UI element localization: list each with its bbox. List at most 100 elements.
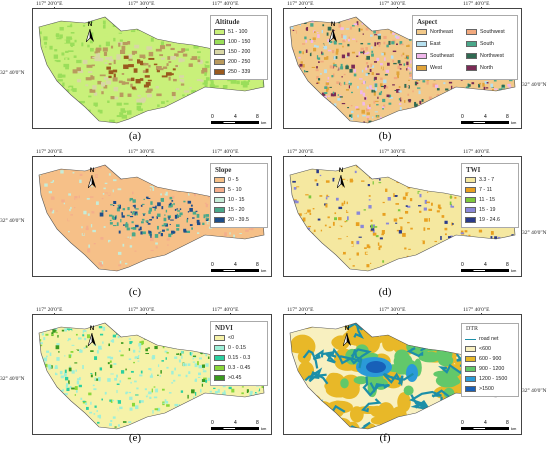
legend-label: 1200 - 1500 — [479, 376, 508, 382]
legend-item: 3.3 - 7 — [465, 177, 494, 183]
legend-swatch — [214, 207, 225, 213]
legend-swatch — [465, 177, 476, 183]
legend-item: South — [466, 41, 494, 47]
legend-label: North — [480, 65, 493, 71]
legend-item: 7 - 11 — [465, 187, 492, 193]
legend-item: Northwest — [466, 53, 504, 59]
north-arrow-icon: N — [85, 168, 99, 189]
longitude-label: 117° 40'0"E — [463, 149, 490, 155]
scale-tick-label: 0 — [461, 420, 464, 426]
map-legend: Slope 0 - 5 5 - 10 10 - 15 15 - 20 20 - 39.5 — [210, 163, 268, 228]
legend-item: Northeast — [416, 29, 453, 35]
scale-bar-graphic — [461, 269, 509, 272]
legend-swatch — [466, 65, 477, 71]
legend-label: South — [480, 41, 494, 47]
legend-item: 600 - 900 — [465, 356, 501, 362]
legend-label: 900 - 1200 — [479, 366, 505, 372]
legend-label: 250 - 339 — [228, 69, 251, 75]
longitude-label: 117° 30'0"E — [128, 1, 155, 7]
map-frame: N DTR road net <600 600 - 900 900 - 1200 1200 … — [283, 314, 522, 435]
legend-label: Southeast — [430, 53, 454, 59]
longitude-label: 117° 40'0"E — [212, 307, 239, 313]
legend-swatch — [214, 29, 225, 35]
legend-title: NDVI — [215, 324, 233, 332]
longitude-label: 117° 20'0"E — [36, 149, 63, 155]
legend-item: 0 - 0.15 — [214, 345, 246, 351]
longitude-label: 117° 20'0"E — [36, 307, 63, 313]
legend-label: 0 - 5 — [228, 177, 239, 183]
scale-bar-graphic — [211, 269, 259, 272]
legend-swatch — [466, 53, 477, 59]
longitude-label: 117° 30'0"E — [128, 149, 155, 155]
legend-title: TWI — [466, 166, 481, 174]
legend-swatch — [214, 59, 225, 65]
legend-label: >0.45 — [228, 375, 242, 381]
legend-swatch — [465, 356, 476, 362]
legend-label: West — [430, 65, 442, 71]
latitude-label: 32° 40'0"N — [0, 70, 25, 76]
map-legend: TWI 3.3 - 7 7 - 11 11 - 15 15 - 19 19 - 24.6 — [461, 163, 519, 228]
scale-tick-label: 8 — [256, 420, 259, 426]
scale-bar-graphic — [211, 121, 259, 124]
scale-bar-graphic — [461, 121, 509, 124]
north-arrow-icon: N — [85, 326, 99, 347]
legend-swatch — [466, 41, 477, 47]
legend-swatch — [214, 335, 225, 341]
legend-label: 15 - 19 — [479, 207, 496, 213]
legend-item: 0.15 - 0.3 — [214, 355, 250, 361]
legend-label: Northwest — [480, 53, 504, 59]
legend-label: >1500 — [479, 386, 494, 392]
legend-swatch — [214, 39, 225, 45]
scale-unit: km — [261, 426, 267, 431]
legend-item: Southwest — [466, 29, 505, 35]
longitude-label: 117° 30'0"E — [379, 149, 406, 155]
legend-item: West — [416, 65, 442, 71]
latitude-label: 32° 40'0"N — [522, 388, 547, 394]
map-legend: NDVI <0 0 - 0.15 0.15 - 0.3 0.3 - 0.45 >0.45 — [210, 321, 268, 386]
scale-bar-graphic — [461, 427, 509, 430]
latitude-label: 32° 40'0"N — [0, 376, 25, 382]
legend-item: >1500 — [465, 386, 494, 392]
legend-swatch — [214, 177, 225, 183]
legend-label: 15 - 20 — [228, 207, 245, 213]
legend-label: 0.15 - 0.3 — [228, 355, 251, 361]
longitude-label: 117° 40'0"E — [212, 149, 239, 155]
legend-item-road-net: road net — [465, 336, 498, 342]
legend-item: 200 - 250 — [214, 59, 250, 65]
legend-item: 250 - 339 — [214, 69, 250, 75]
legend-label: 5 - 10 — [228, 187, 242, 193]
legend-swatch — [214, 217, 225, 223]
legend-label: <600 — [479, 346, 491, 352]
legend-item: 10 - 15 — [214, 197, 245, 203]
latitude-label: 32° 40'0"N — [522, 230, 547, 236]
legend-swatch — [214, 187, 225, 193]
legend-swatch — [214, 355, 225, 361]
legend-label: 600 - 900 — [479, 356, 502, 362]
legend-label: 19 - 24.6 — [479, 217, 500, 223]
scale-tick-label: 8 — [506, 262, 509, 268]
longitude-label: 117° 40'0"E — [212, 1, 239, 7]
legend-title: Slope — [215, 166, 232, 174]
scale-bar: 0 4 8 km — [461, 114, 517, 126]
legend-swatch — [465, 346, 476, 352]
map-legend: DTR road net <600 600 - 900 900 - 1200 1200 -… — [461, 323, 519, 397]
scale-tick-label: 4 — [484, 262, 487, 268]
legend-label: 3.3 - 7 — [479, 177, 495, 183]
legend-swatch — [416, 29, 427, 35]
legend-item: <600 — [465, 346, 491, 352]
legend-item: 150 - 200 — [214, 49, 250, 55]
scale-unit: km — [511, 120, 517, 125]
map-frame: N Aspect Northeast Southwest East South Southe… — [283, 8, 522, 129]
legend-item: 1200 - 1500 — [465, 376, 507, 382]
longitude-label: 117° 40'0"E — [463, 1, 490, 7]
legend-label: 20 - 39.5 — [228, 217, 249, 223]
scale-bar: 0 4 8 km — [461, 262, 516, 274]
scale-tick-label: 8 — [256, 114, 259, 120]
north-arrow-icon: N — [334, 168, 348, 189]
legend-item: 0.3 - 0.45 — [214, 365, 250, 371]
legend-label: East — [430, 41, 441, 47]
road-line-swatch — [465, 338, 476, 340]
legend-label: 10 - 15 — [228, 197, 245, 203]
legend-swatch — [214, 375, 225, 381]
legend-item: 11 - 15 — [465, 197, 495, 203]
